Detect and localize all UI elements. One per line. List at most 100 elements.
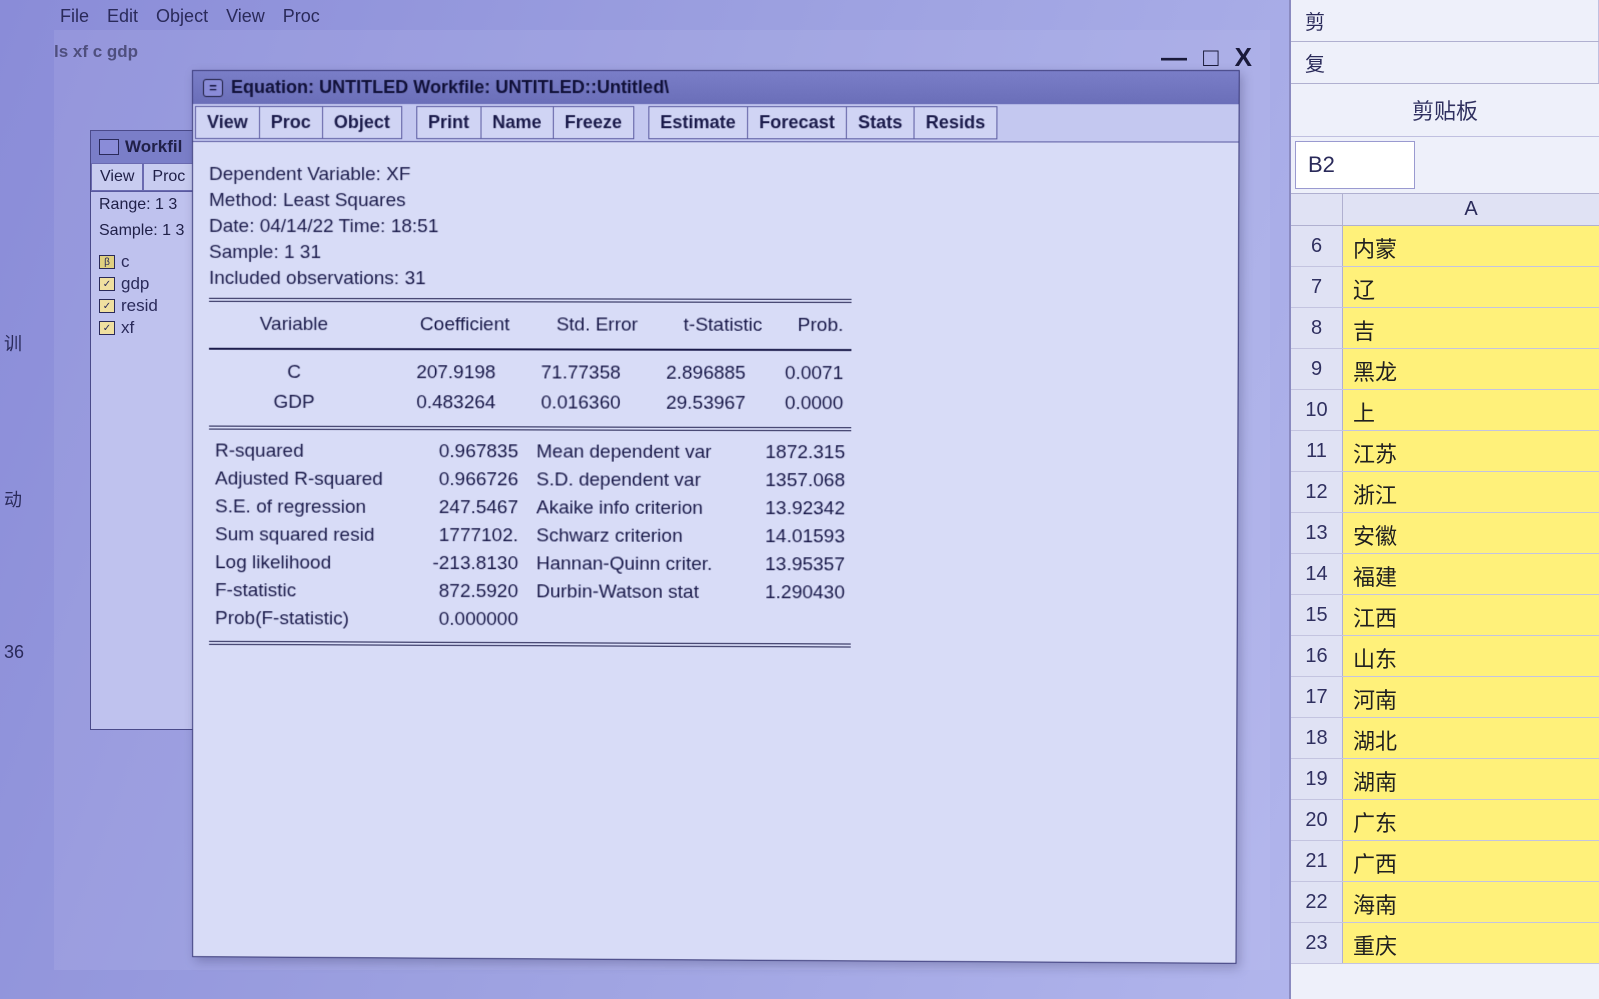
eq-btn-object[interactable]: Object <box>322 106 402 139</box>
excel-clipboard-section: 剪贴板 <box>1291 84 1599 137</box>
excel-cut-label[interactable]: 剪 <box>1291 0 1599 41</box>
eq-btn-print[interactable]: Print <box>416 106 480 139</box>
row-number[interactable]: 6 <box>1291 226 1343 266</box>
name-box[interactable]: B2 <box>1295 141 1415 189</box>
excel-namebox-row: B2 <box>1291 137 1599 194</box>
cell[interactable]: 福建 <box>1343 554 1599 594</box>
excel-row: 16山东 <box>1291 636 1599 677</box>
eq-btn-name[interactable]: Name <box>480 106 552 139</box>
menu-view[interactable]: View <box>226 6 265 27</box>
excel-row: 17河南 <box>1291 677 1599 718</box>
row-number[interactable]: 13 <box>1291 513 1343 553</box>
row-number[interactable]: 21 <box>1291 841 1343 881</box>
row-number[interactable]: 11 <box>1291 431 1343 471</box>
object-name: resid <box>121 296 158 316</box>
equation-icon: = <box>203 79 223 97</box>
cell[interactable]: 江西 <box>1343 595 1599 635</box>
equation-toolbar: ViewProcObject PrintNameFreeze EstimateFor… <box>193 104 1239 143</box>
object-icon: ✓ <box>99 321 115 335</box>
row-number[interactable]: 15 <box>1291 595 1343 635</box>
row-number[interactable]: 16 <box>1291 636 1343 676</box>
row-number[interactable]: 9 <box>1291 349 1343 389</box>
excel-grid: A 6内蒙7辽8吉9黑龙10上11江苏12浙江13安徽14福建15江西16山东1… <box>1291 194 1599 964</box>
row-number[interactable]: 17 <box>1291 677 1343 717</box>
cell[interactable]: 河南 <box>1343 677 1599 717</box>
excel-row: 21广西 <box>1291 841 1599 882</box>
excel-row: 9黑龙 <box>1291 349 1599 390</box>
rule-mid2 <box>209 426 851 432</box>
workfile-icon <box>99 139 119 155</box>
object-icon: ✓ <box>99 299 115 313</box>
row-number[interactable]: 19 <box>1291 759 1343 799</box>
cell[interactable]: 广西 <box>1343 841 1599 881</box>
equation-titlebar[interactable]: = Equation: UNTITLED Workfile: UNTITLED:… <box>193 71 1239 104</box>
workfile-btn-view[interactable]: View <box>91 163 143 191</box>
stats-row: R-squared0.967835Mean dependent var1872.… <box>209 438 851 468</box>
menu-object[interactable]: Object <box>156 6 208 27</box>
workfile-title-text: Workfil <box>125 137 182 157</box>
eq-btn-estimate[interactable]: Estimate <box>648 106 747 139</box>
stats-row: F-statistic872.5920Durbin-Watson stat1.2… <box>209 577 851 607</box>
excel-row: 15江西 <box>1291 595 1599 636</box>
cell[interactable]: 湖南 <box>1343 759 1599 799</box>
stats-table: R-squared0.967835Mean dependent var1872.… <box>209 438 851 636</box>
menu-proc[interactable]: Proc <box>283 6 320 27</box>
object-name: xf <box>121 318 134 338</box>
row-number[interactable]: 23 <box>1291 923 1343 963</box>
cell[interactable]: 吉 <box>1343 308 1599 348</box>
row-number[interactable]: 20 <box>1291 800 1343 840</box>
excel-copy-label[interactable]: 复 <box>1291 42 1599 83</box>
stats-row: Log likelihood-213.8130Hannan-Quinn crit… <box>209 549 851 579</box>
cell[interactable]: 安徽 <box>1343 513 1599 553</box>
cell[interactable]: 重庆 <box>1343 923 1599 963</box>
stats-row: Prob(F-statistic)0.000000 <box>209 605 851 636</box>
maximize-button[interactable]: □ <box>1203 42 1219 73</box>
eq-btn-view[interactable]: View <box>195 106 259 139</box>
row-number[interactable]: 10 <box>1291 390 1343 430</box>
row-number[interactable]: 18 <box>1291 718 1343 758</box>
eq-btn-stats[interactable]: Stats <box>846 106 914 139</box>
menu-file[interactable]: File <box>60 6 89 27</box>
close-button[interactable]: X <box>1235 42 1252 73</box>
minimize-button[interactable]: — <box>1161 42 1187 73</box>
stats-row: Sum squared resid1777102.Schwarz criteri… <box>209 521 851 551</box>
excel-row: 23重庆 <box>1291 923 1599 964</box>
cell[interactable]: 上 <box>1343 390 1599 430</box>
excel-corner[interactable] <box>1291 194 1343 225</box>
excel-row: 10上 <box>1291 390 1599 431</box>
excel-column-header: A <box>1291 194 1599 226</box>
cell[interactable]: 海南 <box>1343 882 1599 922</box>
cell[interactable]: 湖北 <box>1343 718 1599 758</box>
coef-header: Variable <box>209 310 379 340</box>
cell[interactable]: 黑龙 <box>1343 349 1599 389</box>
equation-header: Dependent Variable: XF Method: Least Squ… <box>209 164 1222 291</box>
cell[interactable]: 山东 <box>1343 636 1599 676</box>
eq-btn-resids[interactable]: Resids <box>913 106 997 139</box>
workfile-btn-proc[interactable]: Proc <box>143 163 194 191</box>
excel-row: 6内蒙 <box>1291 226 1599 267</box>
coefficients-table-body: C207.919871.773582.8968850.0071GDP0.4832… <box>209 358 851 419</box>
rule-top <box>209 298 852 303</box>
coef-row: GDP0.4832640.01636029.539670.0000 <box>209 388 851 420</box>
cell[interactable]: 浙江 <box>1343 472 1599 512</box>
row-number[interactable]: 22 <box>1291 882 1343 922</box>
row-number[interactable]: 8 <box>1291 308 1343 348</box>
eq-btn-proc[interactable]: Proc <box>259 106 322 139</box>
cell[interactable]: 江苏 <box>1343 431 1599 471</box>
excel-row: 13安徽 <box>1291 513 1599 554</box>
menu-edit[interactable]: Edit <box>107 6 138 27</box>
cell[interactable]: 广东 <box>1343 800 1599 840</box>
included-line: Included observations: 31 <box>209 268 1222 292</box>
sample-line: Sample: 1 31 <box>209 242 1222 265</box>
object-name: c <box>121 252 130 272</box>
cell[interactable]: 内蒙 <box>1343 226 1599 266</box>
eq-btn-freeze[interactable]: Freeze <box>553 106 635 139</box>
row-number[interactable]: 7 <box>1291 267 1343 307</box>
excel-col-A[interactable]: A <box>1343 194 1599 225</box>
cell[interactable]: 辽 <box>1343 267 1599 307</box>
row-number[interactable]: 14 <box>1291 554 1343 594</box>
eq-btn-forecast[interactable]: Forecast <box>747 106 846 139</box>
coef-header: Std. Error <box>518 310 646 340</box>
row-number[interactable]: 12 <box>1291 472 1343 512</box>
coefficients-table: VariableCoefficientStd. Errort-Statistic… <box>209 310 851 341</box>
